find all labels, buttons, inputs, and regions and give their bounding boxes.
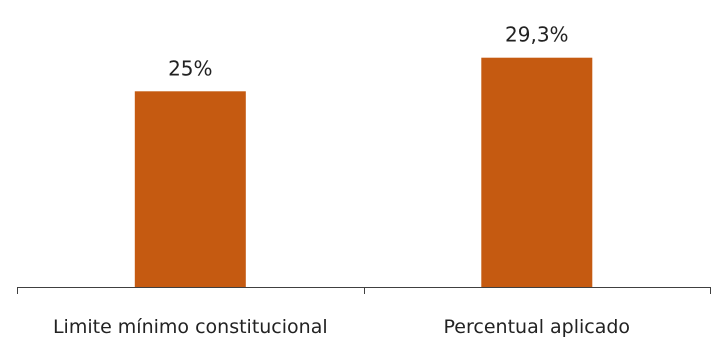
bar — [481, 57, 593, 288]
data-label: 25% — [168, 56, 212, 80]
category-label: Percentual aplicado — [444, 316, 631, 337]
data-labels-layer: 25% 29,3% — [168, 23, 569, 81]
bar — [134, 91, 246, 287]
data-label: 29,3% — [505, 23, 569, 47]
category-label: Limite mínimo constitucional — [53, 316, 328, 337]
x-axis-ticks — [17, 287, 711, 294]
category-labels-layer: Limite mínimo constitucional Percentual a… — [53, 316, 630, 337]
bars-layer — [134, 57, 593, 288]
